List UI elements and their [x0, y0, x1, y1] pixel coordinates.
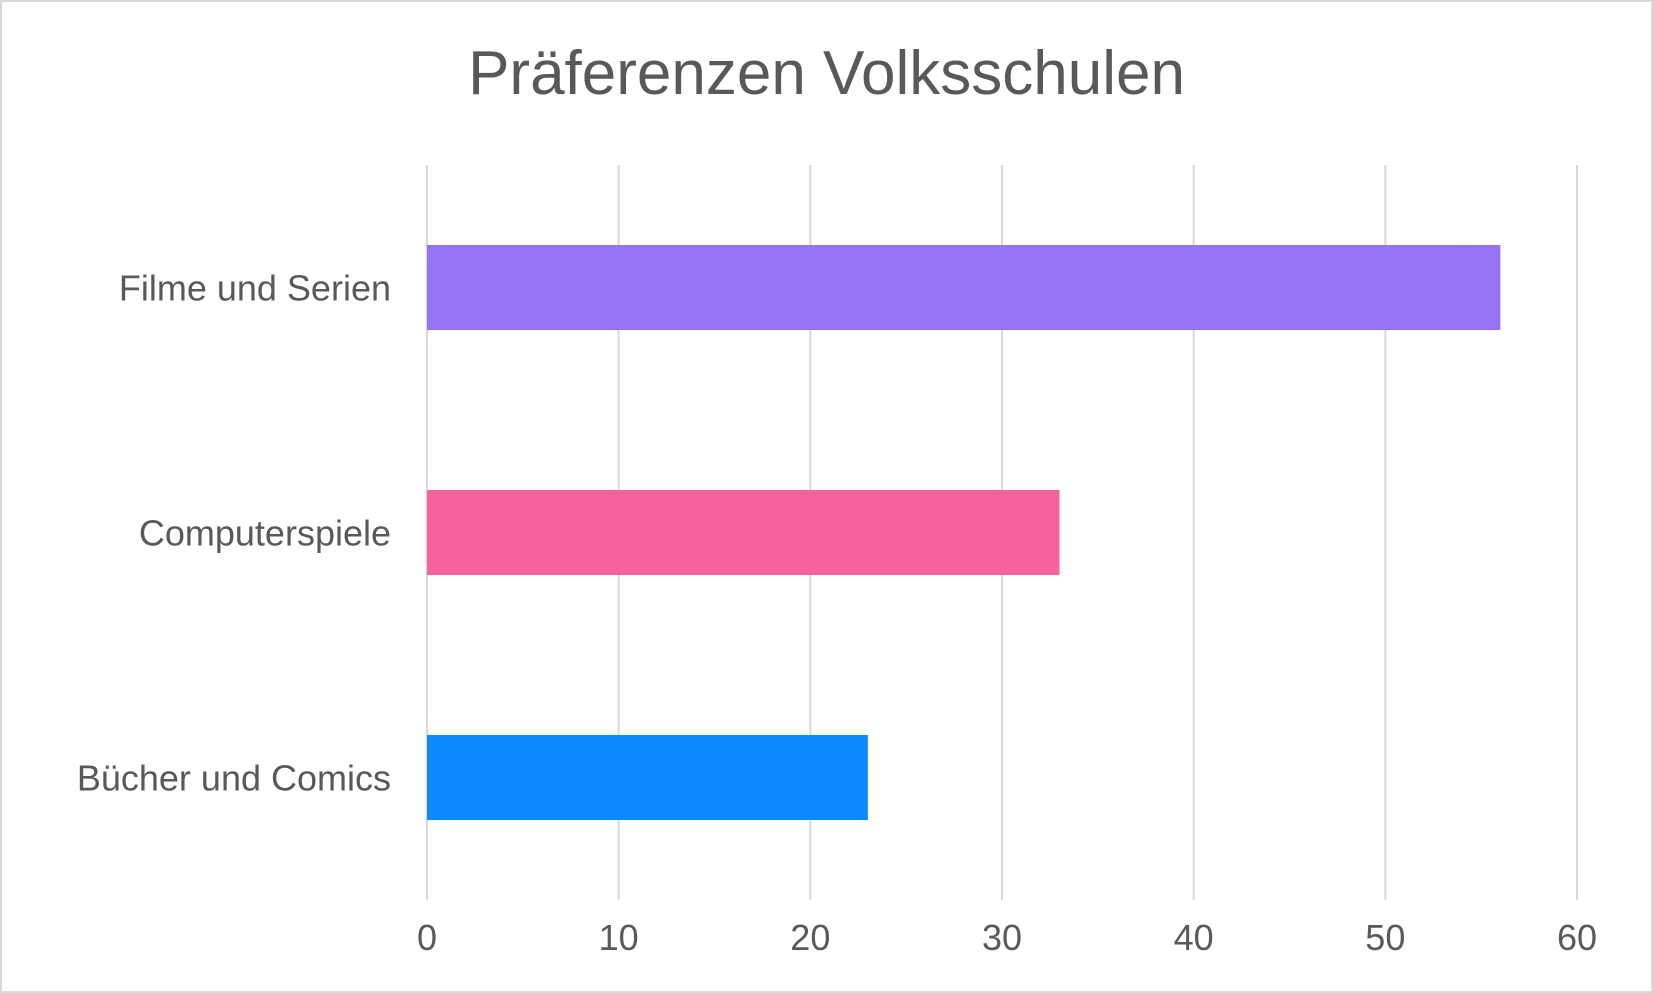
x-tick-label: 50 [1365, 917, 1405, 958]
x-tick-label: 60 [1557, 917, 1597, 958]
category-label: Computerspiele [139, 513, 391, 554]
x-tick-label: 10 [599, 917, 639, 958]
x-axis-tick-labels: 0 10 20 30 40 50 60 [417, 917, 1597, 958]
category-label: Filme und Serien [119, 268, 391, 309]
bar [427, 245, 1501, 330]
x-tick-label: 20 [790, 917, 830, 958]
category-label: Bücher und Comics [77, 758, 391, 799]
bar [427, 735, 868, 820]
bar [427, 490, 1060, 575]
x-tick-label: 40 [1174, 917, 1214, 958]
x-tick-label: 30 [982, 917, 1022, 958]
x-tick-label: 0 [417, 917, 437, 958]
chart-title: Präferenzen Volksschulen [468, 39, 1185, 108]
bars [427, 245, 1501, 820]
category-labels: Filme und Serien Computerspiele Bücher und… [77, 268, 391, 799]
